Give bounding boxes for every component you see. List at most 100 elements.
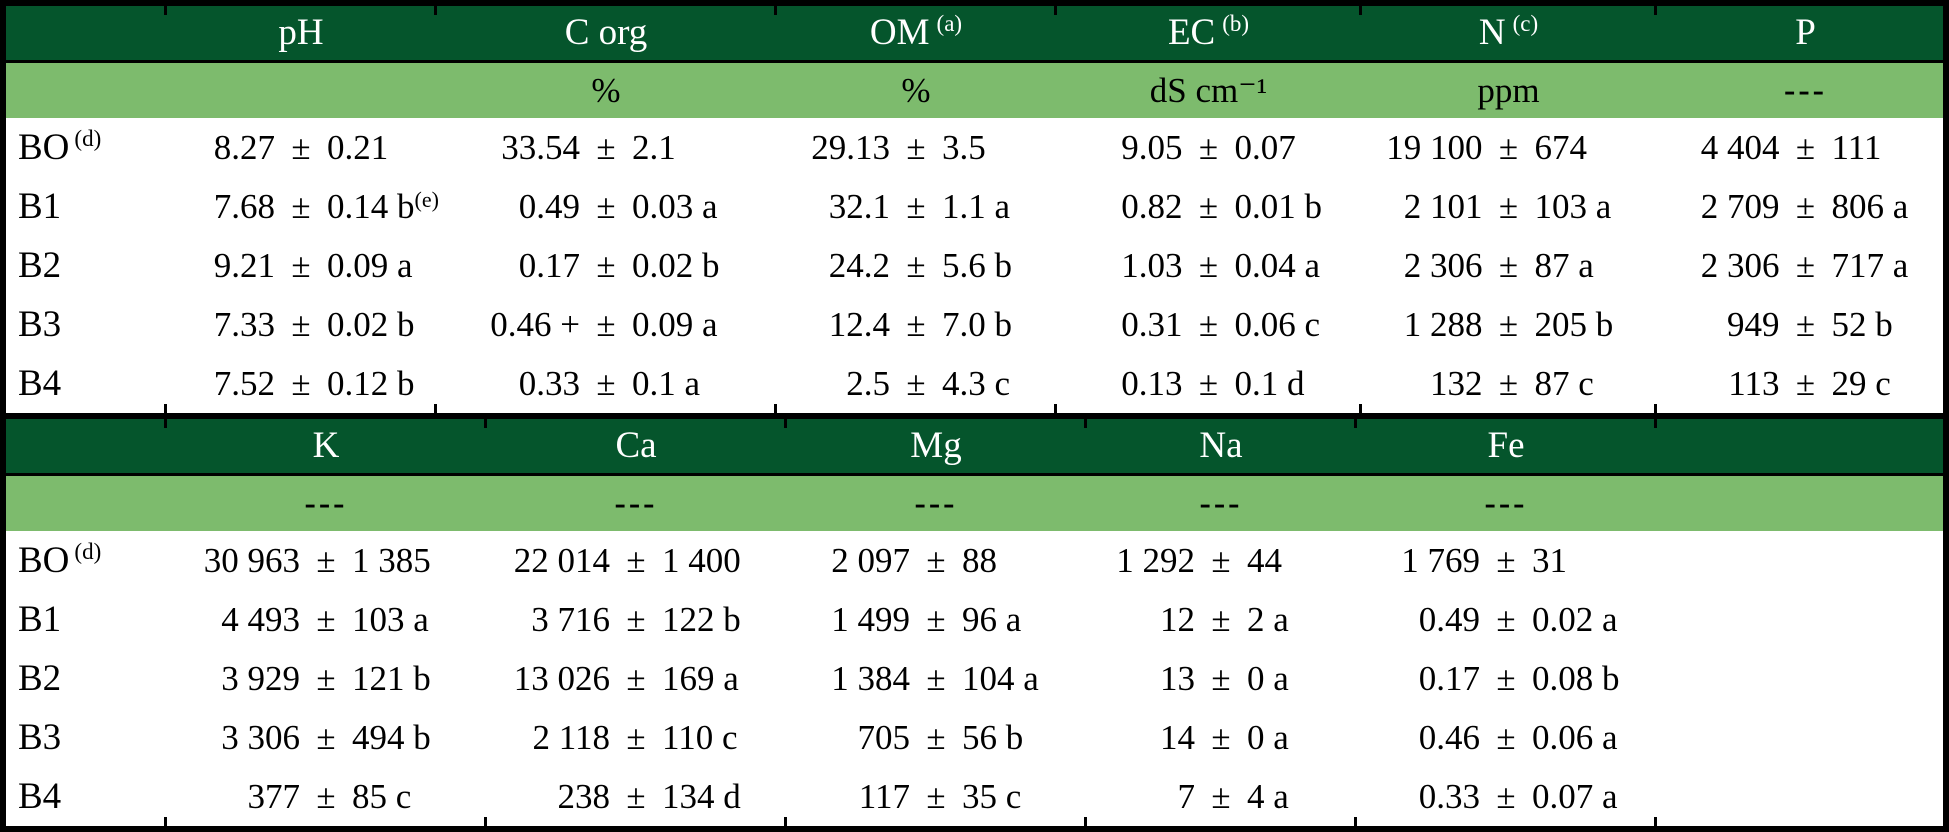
value-cell: 2 101 ±103 a [1361, 177, 1656, 236]
column-header-label: Fe [1487, 425, 1525, 466]
unit-cell: --- [614, 485, 658, 522]
value-mean: 949 [1727, 304, 1780, 344]
value-sd: 121 b [352, 658, 431, 698]
value-mean: 705 [857, 717, 911, 757]
value-sd: 0.07 a [1532, 776, 1618, 816]
value-sd: 4 a [1247, 776, 1289, 816]
value-mean: 0.33 [1418, 776, 1480, 816]
column-header [6, 6, 166, 60]
value-cell: 1 288 ±205 b [1361, 295, 1656, 354]
value-cell: 132 ±87 c [1359, 354, 1656, 413]
plus-minus-sign: ± [1198, 127, 1219, 167]
plus-minus-sign: ± [1211, 540, 1231, 580]
plus-minus-sign: ± [926, 717, 946, 757]
plus-minus-sign: ± [1211, 658, 1231, 698]
value-cell: 3 306 ±494 b [166, 708, 486, 767]
plus-minus-sign: ± [926, 540, 946, 580]
value-cell: 3 716 ±122 b [486, 590, 786, 649]
table-row: B1 4 493 ±103 a 3 716 ±122 b 1 499 ±96 a 12 ±2 a… [6, 590, 1943, 649]
value-mean: 0.17 [518, 245, 580, 285]
value-cell: 22 014 ±1 400 [486, 531, 786, 590]
unit-cell: --- [914, 485, 958, 522]
value-sd: 806 a [1831, 186, 1909, 226]
value-cell: 19 100 ±674 [1361, 118, 1656, 177]
plus-minus-sign: ± [626, 540, 646, 580]
value-mean: 14 [1160, 717, 1195, 757]
value-cell: 113 ±29 c [1654, 354, 1943, 413]
column-header-footnote: (a) [936, 11, 963, 36]
column-header-label: OM [869, 12, 930, 53]
value-mean: 30 963 [203, 540, 300, 580]
value-cell: 3 929 ±121 b [166, 649, 486, 708]
value-mean: 3 716 [531, 599, 610, 639]
unit-cell: --- [1199, 485, 1243, 522]
plus-minus-sign: ± [291, 127, 311, 167]
value-cell: 0.31 ±0.06 c [1056, 295, 1361, 354]
column-header-footnote: (c) [1512, 11, 1539, 36]
table-lower: K Ca Mg Na Fe --- --- --- --- --- BO (d) 30 963 ±1 38… [6, 419, 1943, 826]
value-sd: 169 a [662, 658, 739, 698]
value-mean: 4 493 [221, 599, 300, 639]
value-cell: 2 306 ±717 a [1656, 236, 1943, 295]
value-cell: 7.33 ±0.02 b [166, 295, 436, 354]
table-row: B2 9.21 ±0.09 a 0.17 ±0.02 b 24.2 ±5.6 b 1.03 ±0… [6, 236, 1943, 295]
unit-cell: dS cm⁻¹ [1149, 71, 1268, 110]
value-sd: 0.02 a [1532, 599, 1618, 639]
value-cell: 7 ±4 a [1084, 767, 1356, 826]
value-sd: 85 c [352, 776, 412, 816]
table-upper: pH C org OM (a) EC (b) N (c) P%% dS cm⁻¹ ppm --- BO(… [6, 6, 1943, 413]
value-mean: 2 709 [1700, 186, 1780, 226]
value-cell [1656, 708, 1943, 767]
value-sd: 0.12 b [327, 363, 415, 403]
value-sd: 0.14 b(e) [327, 186, 439, 226]
value-sd: 88 [962, 540, 997, 580]
value-mean: 1.03 [1121, 245, 1183, 285]
column-header-label: C org [564, 12, 648, 53]
row-label: B4 [6, 354, 166, 413]
plus-minus-sign: ± [626, 658, 646, 698]
table-row: BO (d) 8.27 ±0.21 33.54 ±2.1 29.13 ±3.5 9.05 ±0.0… [6, 118, 1943, 177]
row-label-text: B3 [18, 717, 62, 758]
value-sd: 87 a [1534, 245, 1594, 285]
plus-minus-sign: ± [626, 776, 646, 816]
value-sd: 2.1 [632, 127, 676, 167]
value-sd: 111 [1831, 127, 1882, 167]
plus-minus-sign: ± [1498, 304, 1519, 344]
column-header: K [164, 419, 486, 473]
value-cell [1656, 531, 1943, 590]
plus-minus-sign: ± [1496, 540, 1516, 580]
value-mean: 2 101 [1403, 186, 1483, 226]
plus-minus-sign: ± [926, 658, 946, 698]
value-cell: 7.68 ±0.14 b(e) [166, 177, 439, 236]
value-mean: 2 118 [532, 717, 610, 757]
row-label: B2 [6, 649, 166, 708]
value-cell [1656, 649, 1943, 708]
row-label-text: B4 [18, 363, 62, 404]
units-row: --- --- --- --- --- [6, 476, 1943, 531]
value-cell: 0.49 ±0.03 a [436, 177, 776, 236]
value-cell: 0.49 ±0.02 a [1356, 590, 1656, 649]
value-sd: 0 a [1247, 717, 1289, 757]
value-cell: 1.03 ±0.04 a [1056, 236, 1361, 295]
value-sd: 35 c [962, 776, 1022, 816]
value-cell: 4 493 ±103 a [166, 590, 486, 649]
value-mean: 0.49 [1418, 599, 1480, 639]
value-cell: 2 306 ±87 a [1361, 236, 1656, 295]
value-sd: 0.09 a [632, 304, 718, 344]
value-sd: 674 [1534, 127, 1588, 167]
value-sd: 5.6 b [942, 245, 1012, 285]
value-mean: 0.31 [1121, 304, 1183, 344]
value-cell: 0.13 ±0.1 d [1054, 354, 1361, 413]
value-cell: 0.17 ±0.02 b [436, 236, 776, 295]
plus-minus-sign: ± [316, 776, 336, 816]
plus-minus-sign: ± [596, 245, 616, 285]
plus-minus-sign: ± [316, 717, 336, 757]
plus-minus-sign: ± [906, 363, 926, 403]
row-label-text: BO [18, 540, 70, 581]
column-header-label: N [1478, 12, 1506, 53]
value-cell: 2.5 ±4.3 c [774, 354, 1056, 413]
value-mean: 2 306 [1700, 245, 1780, 285]
value-mean: 0.13 [1121, 363, 1183, 403]
plus-minus-sign: ± [1498, 245, 1519, 285]
plus-minus-sign: ± [1496, 599, 1516, 639]
